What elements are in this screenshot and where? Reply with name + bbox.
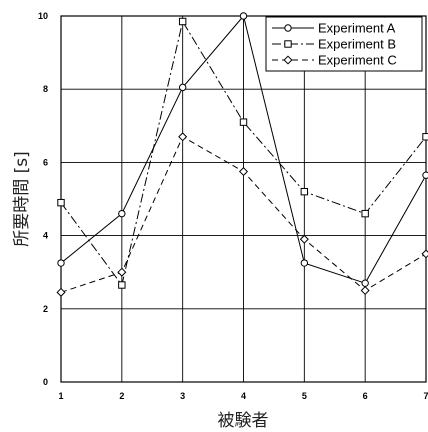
legend-item: Experiment A <box>272 21 396 36</box>
data-point-diamond <box>178 132 188 142</box>
y-axis-label: 所要時間 [s] <box>12 151 32 247</box>
data-point-circle <box>178 83 187 92</box>
legend-marker <box>284 24 292 32</box>
series-1 <box>57 12 428 287</box>
data-point-circle <box>239 12 248 20</box>
legend-label: Experiment A <box>318 21 396 36</box>
data-point-circle <box>361 279 369 287</box>
data-point-diamond <box>360 285 370 296</box>
data-point-diamond <box>117 267 127 277</box>
x-tick-label: 6 <box>363 391 368 401</box>
y-tick-label: 8 <box>43 84 48 94</box>
data-point-circle <box>57 259 65 267</box>
series-layer <box>56 12 428 297</box>
x-tick-label: 5 <box>302 391 307 401</box>
x-tick-label: 3 <box>180 391 185 401</box>
data-point-square <box>239 118 248 126</box>
y-tick-label: 0 <box>43 377 48 387</box>
y-tick-label: 2 <box>43 304 48 314</box>
series-3 <box>56 132 428 297</box>
data-point-square <box>300 187 309 196</box>
data-point-diamond <box>299 234 309 244</box>
legend-marker <box>283 55 293 65</box>
data-point-diamond <box>238 167 249 177</box>
data-point-circle <box>118 209 126 218</box>
data-point-circle <box>300 259 309 267</box>
y-tick-label: 10 <box>38 11 48 21</box>
data-point-square <box>178 17 187 26</box>
y-tick-label: 4 <box>43 231 48 241</box>
data-point-diamond <box>421 249 428 259</box>
data-point-diamond <box>56 287 66 297</box>
data-point-square <box>57 198 65 207</box>
legend-marker <box>284 40 292 48</box>
data-point-circle <box>422 171 428 179</box>
y-tick-label: 6 <box>43 157 48 167</box>
data-point-square <box>361 209 369 218</box>
x-tick-label: 7 <box>423 391 428 401</box>
x-tick-label: 4 <box>241 391 246 401</box>
data-point-square <box>422 133 428 141</box>
series-2 <box>57 17 428 289</box>
x-axis-label: 被験者 <box>218 411 269 431</box>
legend-label: Experiment C <box>318 53 397 68</box>
data-point-square <box>118 281 126 289</box>
x-tick-label: 2 <box>119 391 124 401</box>
legend-item: Experiment B <box>272 37 396 52</box>
x-tick-label: 1 <box>58 391 63 401</box>
legend-label: Experiment B <box>318 37 396 52</box>
legend-item: Experiment C <box>272 53 397 68</box>
